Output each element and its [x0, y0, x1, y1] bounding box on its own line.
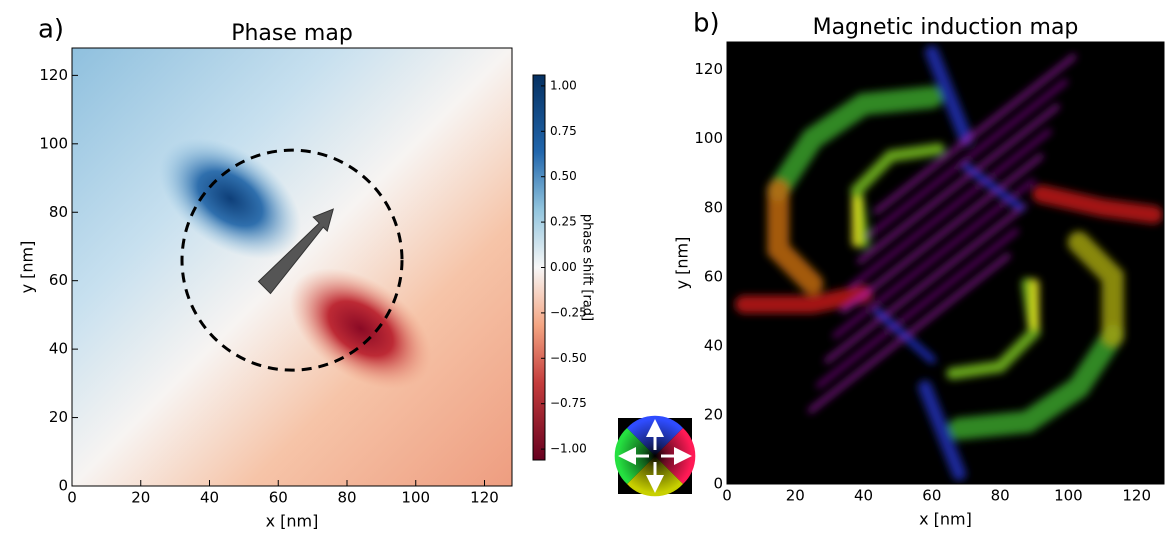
- colorbar-tick-label: 0.75: [550, 124, 577, 138]
- field-line: [857, 104, 1060, 264]
- field-line: [924, 45, 973, 146]
- x-tick-label: 0: [722, 487, 732, 505]
- field-line: [735, 285, 873, 314]
- field-line: [808, 253, 1011, 413]
- x-tick-label: 60: [269, 489, 288, 507]
- x-tick-label: 0: [67, 489, 77, 507]
- field-line: [767, 179, 824, 295]
- colorbar-tick-label: 0.50: [550, 169, 577, 183]
- y-tick-label: 120: [39, 66, 68, 84]
- colorbar-tick-label: −0.75: [550, 396, 587, 410]
- x-tick-label: 40: [200, 489, 219, 507]
- x-tick-label: 60: [922, 487, 941, 505]
- y-tick-label: 20: [49, 408, 68, 426]
- x-tick-label: 120: [470, 489, 499, 507]
- colorbar-tick-label: 0.00: [550, 260, 577, 274]
- color-wheel: [614, 415, 696, 497]
- x-tick-label: 40: [854, 487, 873, 505]
- field-line: [918, 380, 967, 481]
- y-tick-label: 0: [58, 477, 68, 495]
- chart-title: Magnetic induction map: [813, 15, 1079, 40]
- particle-outline: [180, 148, 404, 372]
- field-line: [948, 324, 1124, 440]
- field-line: [824, 203, 1027, 364]
- panel-label: a): [38, 15, 64, 45]
- x-tick-label: 120: [1122, 487, 1151, 505]
- colorbar-tick-label: 0.25: [550, 215, 577, 229]
- plot-area: [72, 48, 512, 486]
- magnetization-arrow: [257, 208, 334, 295]
- y-tick-label: 100: [39, 134, 68, 152]
- panel-label: b): [693, 9, 720, 39]
- y-tick-label: 60: [704, 267, 723, 285]
- y-tick-label: 0: [713, 475, 723, 493]
- field-line: [873, 54, 1076, 214]
- x-axis-label: x [nm]: [919, 510, 972, 529]
- colorbar-tick-label: −0.25: [550, 305, 587, 319]
- field-line: [873, 307, 936, 364]
- x-tick-label: 20: [786, 487, 805, 505]
- induction-features: [735, 45, 1163, 481]
- y-tick-label: 20: [704, 405, 723, 423]
- y-axis-label: y [nm]: [673, 237, 692, 290]
- colorbar-label: phase shift [rad]: [580, 214, 595, 321]
- y-tick-label: 40: [49, 340, 68, 358]
- field-line: [816, 228, 1019, 388]
- plot-frame: [71, 47, 513, 487]
- x-tick-label: 80: [337, 489, 356, 507]
- field-line: [841, 153, 1044, 314]
- y-tick-label: 60: [49, 271, 68, 289]
- x-tick-label: 80: [991, 487, 1010, 505]
- field-line: [767, 86, 943, 202]
- plot-frame: [726, 41, 1165, 485]
- x-tick-label: 100: [1054, 487, 1083, 505]
- y-tick-label: 40: [704, 336, 723, 354]
- y-tick-label: 80: [704, 198, 723, 216]
- field-line: [849, 129, 1052, 289]
- y-tick-label: 80: [49, 203, 68, 221]
- colorbar-tick-label: 1.00: [550, 78, 577, 92]
- x-tick-label: 20: [131, 489, 150, 507]
- x-tick-label: 100: [401, 489, 430, 507]
- field-line: [1032, 184, 1163, 224]
- plot-area: [727, 42, 1164, 484]
- y-tick-label: 100: [694, 129, 723, 147]
- chart-title: Phase map: [231, 21, 353, 46]
- field-line: [865, 79, 1068, 239]
- colorbar-tick-label: −0.50: [550, 351, 587, 365]
- y-tick-label: 120: [694, 60, 723, 78]
- field-line: [1067, 231, 1124, 347]
- y-axis-label: y [nm]: [18, 241, 37, 294]
- phase-max: [159, 138, 302, 259]
- field-line: [832, 178, 1035, 339]
- field-line: [961, 162, 1025, 212]
- colorbar-tick-label: −1.00: [550, 442, 587, 456]
- x-axis-label: x [nm]: [266, 512, 319, 531]
